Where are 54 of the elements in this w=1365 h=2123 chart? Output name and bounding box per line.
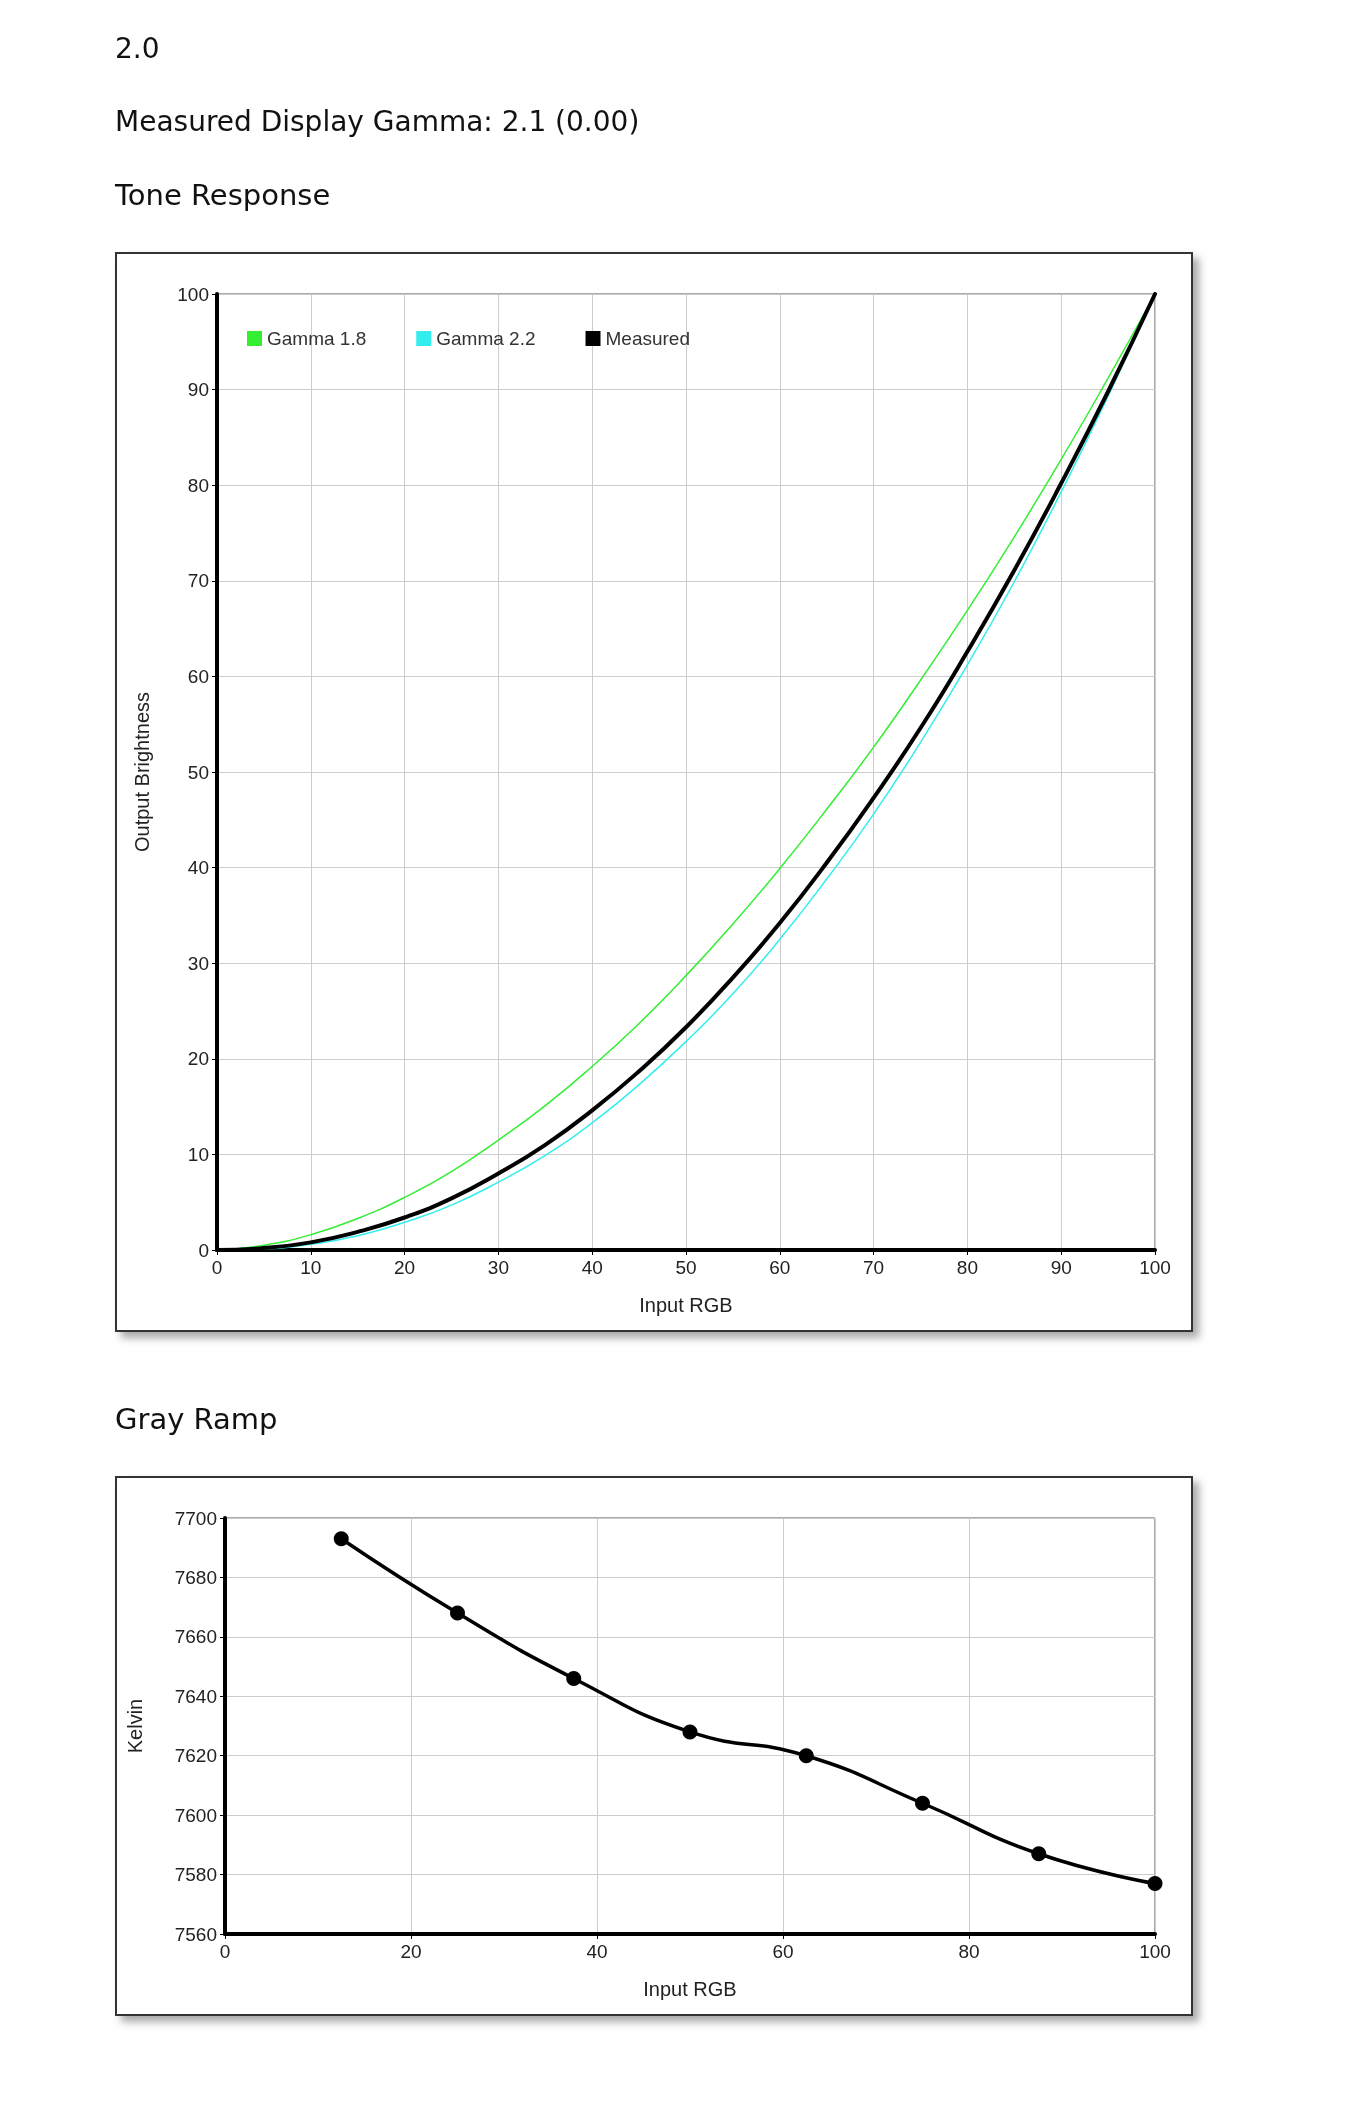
y-tick-label: 7620	[174, 1745, 217, 1767]
y-tick-label: 7660	[174, 1626, 217, 1648]
x-tick-label: 0	[219, 1941, 231, 1962]
text: Measured Display Gamma: 2.1 (0.00)	[115, 105, 641, 138]
point	[1031, 1846, 1047, 1862]
y-tick-label: 80	[187, 474, 209, 496]
point	[566, 1670, 582, 1686]
y-tick-label: 60	[187, 665, 209, 687]
x-axis-title: Input RGB	[639, 1294, 733, 1316]
point	[915, 1795, 930, 1811]
x-tick-label: 60	[772, 1941, 794, 1962]
y-tick-label: 100	[177, 283, 209, 305]
x-tick-label: 90	[1050, 1257, 1072, 1278]
point	[333, 1531, 349, 1547]
x-tick-label: 100	[1139, 1257, 1171, 1278]
x-axis-title: Input RGB	[643, 1978, 737, 2000]
x-tick-label: 60	[769, 1257, 791, 1278]
x-tick-label: 10	[300, 1257, 322, 1278]
x-tick-label: 80	[958, 1941, 980, 1962]
y-tick-label: 7700	[174, 1507, 217, 1529]
x-tick-label: 40	[586, 1941, 608, 1962]
legend-label: Measured	[605, 328, 691, 349]
x-tick-label: 20	[394, 1257, 416, 1278]
text: 2.0	[115, 32, 161, 65]
legend-label: Gamma 1.8	[267, 328, 367, 349]
x-tick-label: 20	[400, 1941, 422, 1962]
point	[682, 1724, 698, 1740]
y-tick-label: 7640	[174, 1685, 217, 1707]
y-tick-label: 7680	[174, 1566, 217, 1588]
y-tick-label: 30	[187, 952, 209, 974]
y-axis-title: Output Brightness	[131, 691, 153, 853]
y-tick-label: 40	[187, 857, 209, 879]
x-tick-label: 50	[675, 1257, 697, 1278]
chart-title: Tone Response	[115, 178, 332, 212]
chart-title: Gray Ramp	[115, 1402, 279, 1436]
y-tick-label: 7580	[174, 1864, 217, 1886]
legend-label: Gamma 2.2	[436, 328, 536, 349]
y-axis-title: Kelvin	[124, 1698, 146, 1754]
point	[1147, 1875, 1163, 1891]
y-tick-label: 7600	[174, 1804, 217, 1826]
y-tick-label: 10	[187, 1143, 209, 1165]
x-tick-label: 30	[487, 1257, 509, 1278]
x-tick-label: 80	[956, 1257, 978, 1278]
y-tick-label: 90	[187, 379, 209, 401]
y-tick-label: 7560	[174, 1923, 217, 1945]
y-tick-label: 20	[187, 1048, 209, 1070]
x-tick-label: 40	[581, 1257, 603, 1278]
x-tick-label: 70	[863, 1257, 885, 1278]
y-tick-label: 0	[198, 1239, 209, 1261]
y-tick-label: 50	[187, 761, 209, 783]
x-tick-label: 100	[1139, 1941, 1171, 1962]
point	[798, 1748, 814, 1764]
point	[450, 1605, 465, 1621]
y-tick-label: 70	[187, 570, 209, 592]
